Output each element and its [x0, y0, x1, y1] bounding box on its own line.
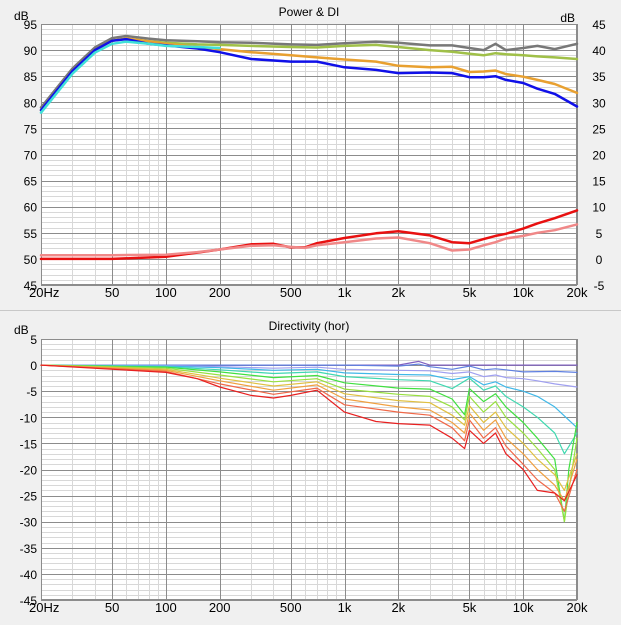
plot-border — [41, 24, 577, 285]
series-line-8 — [40, 364, 578, 491]
x-tick-label: 200 — [209, 285, 231, 300]
major-grid — [41, 24, 578, 286]
x-tick-label: 1k — [338, 600, 352, 615]
y-tick-label-right: 25 — [592, 122, 606, 136]
y-tick-label-left: -25 — [20, 490, 38, 504]
y-tick-label-left: -45 — [20, 594, 38, 608]
x-tick-label: 20k — [567, 600, 588, 615]
y-tick-label-left: 95 — [24, 18, 38, 32]
y-axis-label-left: dB — [14, 323, 29, 337]
power-di-chart: Power & DI dB 45 50 55 60 65 70 75 80 85 90 95 dB -5 0 5… — [0, 0, 621, 311]
y-tick-label-left: 75 — [24, 122, 38, 136]
directivity-chart-svg: Directivity (hor) dB -45 -40 -35 -30 -25 -20 -15… — [14, 319, 588, 615]
x-tick-label: 20Hz — [29, 285, 59, 300]
y-tick-label-left: 60 — [24, 201, 38, 215]
series-line-5 — [39, 40, 221, 114]
y-tick-label-left: 80 — [24, 96, 38, 110]
y-tick-label-left: 85 — [24, 70, 38, 84]
y-tick-label-left: -30 — [20, 516, 38, 530]
y-tick-label-left: -15 — [20, 437, 38, 451]
x-tick-label: 500 — [280, 600, 302, 615]
y-tick-label-left: -40 — [20, 568, 38, 582]
y-tick-label-left: 55 — [24, 227, 38, 241]
y-tick-label-right: 15 — [592, 175, 606, 189]
x-tick-label: 200 — [209, 600, 231, 615]
series-line-7 — [40, 364, 578, 523]
series-line-7 — [39, 223, 579, 257]
plot-area — [41, 24, 577, 285]
x-tick-label: 500 — [280, 285, 302, 300]
y-tick-label-right: 30 — [592, 96, 606, 110]
x-tick-label: 10k — [513, 600, 534, 615]
chart-title: Directivity (hor) — [269, 319, 350, 333]
series-line-10 — [40, 364, 578, 512]
series-line-3 — [40, 364, 578, 388]
series-line-6 — [40, 364, 578, 523]
series-line-11 — [40, 364, 578, 502]
x-tick-label: 50 — [105, 600, 119, 615]
y-tick-label-left: 45 — [24, 279, 38, 293]
x-tick-label: 5k — [463, 285, 477, 300]
x-tick-label: 100 — [155, 285, 177, 300]
y-tick-label-left: -20 — [20, 464, 38, 478]
minor-grid — [41, 339, 577, 600]
x-tick-label: 1k — [338, 285, 352, 300]
y-axis-label-right: dB — [560, 11, 575, 25]
y-tick-label-right: 45 — [592, 18, 606, 32]
y-tick-label-left: 50 — [24, 253, 38, 267]
series-line-1 — [39, 34, 579, 109]
chart-title: Power & DI — [279, 5, 340, 19]
y-tick-label-left: 0 — [30, 359, 37, 373]
y-tick-label-left: 65 — [24, 175, 38, 189]
y-tick-label-left: 5 — [30, 333, 37, 347]
y-axis-label-left: dB — [14, 9, 29, 23]
y-tick-label-left: -5 — [26, 385, 37, 399]
y-tick-label-right: 20 — [592, 149, 606, 163]
series-line-4 — [40, 364, 578, 429]
x-tick-label: 10k — [513, 285, 534, 300]
x-tick-label: 2k — [391, 600, 405, 615]
x-tick-label: 20Hz — [29, 600, 59, 615]
x-tick-label: 50 — [105, 285, 119, 300]
x-tick-label: 5k — [463, 600, 477, 615]
series-line-4 — [39, 37, 579, 112]
directivity-chart: Directivity (hor) dB -45 -40 -35 -30 -25 -20 -15… — [0, 312, 621, 625]
series-line-5 — [40, 364, 578, 455]
y-tick-label-left: -35 — [20, 542, 38, 556]
series-line-9 — [40, 364, 578, 502]
y-tick-label-left: -10 — [20, 411, 38, 425]
y-tick-label-left: 90 — [24, 44, 38, 58]
x-tick-label: 20k — [567, 285, 588, 300]
y-tick-label-right: 35 — [592, 70, 606, 84]
y-tick-label-right: -5 — [594, 279, 605, 293]
x-tick-label: 2k — [391, 285, 405, 300]
y-tick-label-right: 5 — [596, 227, 603, 241]
x-tick-label: 100 — [155, 600, 177, 615]
series-line-2 — [40, 363, 578, 374]
y-tick-label-right: 40 — [592, 44, 606, 58]
y-tick-label-right: 10 — [592, 201, 606, 215]
y-tick-label-right: 0 — [596, 253, 603, 267]
y-tick-label-left: 70 — [24, 149, 38, 163]
